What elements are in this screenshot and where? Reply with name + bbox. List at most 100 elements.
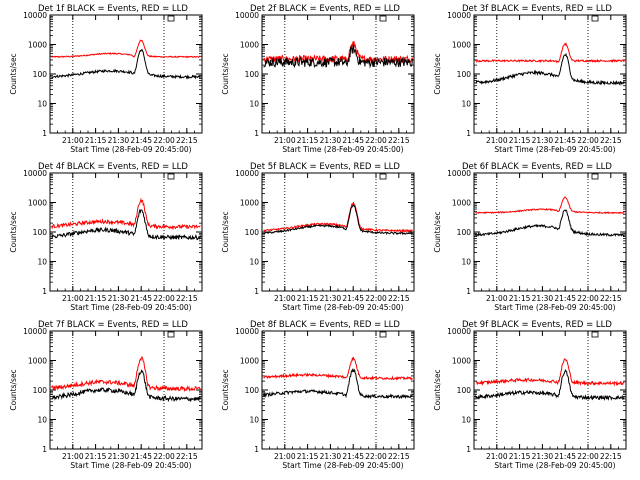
- y-tick-label: 100: [245, 228, 260, 237]
- x-tick-label: 22:00: [577, 452, 599, 461]
- x-tick-label: 21:15: [85, 452, 107, 461]
- y-tick-label: 100: [33, 70, 48, 79]
- series-red-line: [263, 201, 413, 234]
- x-axis-label: Start Time (28-Feb-09 20:45:00): [494, 461, 615, 470]
- x-tick-label: 22:15: [388, 136, 410, 145]
- x-tick-label: 21:30: [320, 452, 342, 461]
- y-tick-label: 1: [254, 287, 259, 296]
- x-tick-label: 21:00: [62, 136, 84, 145]
- series-black-line: [51, 49, 201, 80]
- y-tick-label: 1: [42, 445, 47, 454]
- legend-marker: [379, 173, 387, 180]
- panel-title: Det 6f BLACK = Events, RED = LLD: [462, 162, 612, 172]
- legend-marker: [167, 331, 175, 338]
- x-tick-label: 21:30: [532, 294, 554, 303]
- series-red-line: [475, 42, 625, 64]
- legend-marker: [167, 173, 175, 180]
- legend-marker: [379, 15, 387, 22]
- x-tick-label: 22:00: [365, 294, 387, 303]
- y-tick-label: 10000: [235, 169, 259, 178]
- x-tick-label: 21:00: [62, 452, 84, 461]
- panel-det-6: Det 6f BLACK = Events, RED = LLD 1 10 100 10…: [433, 162, 627, 312]
- x-tick-label: 22:15: [600, 294, 622, 303]
- x-tick-label: 22:00: [153, 452, 175, 461]
- y-tick-label: 1000: [452, 357, 471, 366]
- x-tick-label: 21:00: [486, 452, 508, 461]
- series-black-line: [263, 368, 413, 400]
- series-red-line: [475, 358, 625, 387]
- y-tick-label: 1000: [28, 199, 47, 208]
- x-tick-label: 21:45: [130, 452, 152, 461]
- x-tick-label: 21:30: [108, 452, 130, 461]
- x-tick-label: 21:00: [274, 136, 296, 145]
- x-tick-label: 21:45: [342, 294, 364, 303]
- x-tick-label: 22:15: [388, 294, 410, 303]
- y-tick-label: 100: [457, 70, 472, 79]
- x-tick-label: 22:00: [577, 294, 599, 303]
- plot-frame: [261, 330, 415, 450]
- panel-title: Det 3f BLACK = Events, RED = LLD: [462, 4, 612, 14]
- y-axis-label: Counts/sec: [433, 369, 442, 410]
- x-tick-label: 21:15: [85, 294, 107, 303]
- x-tick-label: 22:15: [600, 452, 622, 461]
- series-red-line: [263, 356, 413, 381]
- panel-det-7: Det 7f BLACK = Events, RED = LLD 1 10 100 10…: [9, 320, 203, 470]
- y-tick-label: 1000: [452, 199, 471, 208]
- legend-marker: [591, 15, 599, 22]
- y-tick-label: 10000: [447, 327, 471, 336]
- x-axis-label: Start Time (28-Feb-09 20:45:00): [282, 145, 403, 154]
- x-tick-label: 21:00: [62, 294, 84, 303]
- panel-title: Det 2f BLACK = Events, RED = LLD: [250, 4, 400, 14]
- panel-det-9: Det 9f BLACK = Events, RED = LLD 1 10 100 10…: [433, 320, 627, 470]
- x-tick-label: 21:45: [554, 294, 576, 303]
- panel-title: Det 7f BLACK = Events, RED = LLD: [38, 320, 188, 330]
- y-axis-label: Counts/sec: [9, 369, 18, 410]
- y-tick-label: 100: [33, 386, 48, 395]
- x-tick-label: 21:30: [320, 294, 342, 303]
- panel-det-8: Det 8f BLACK = Events, RED = LLD 1 10 100 10…: [221, 320, 415, 470]
- y-axis-label: Counts/sec: [221, 53, 230, 94]
- y-tick-label: 10: [461, 100, 471, 109]
- series-black-line: [263, 204, 413, 236]
- y-tick-label: 10: [37, 416, 47, 425]
- y-tick-label: 100: [245, 386, 260, 395]
- y-tick-label: 1000: [240, 357, 259, 366]
- series-black-line: [51, 208, 201, 241]
- x-tick-label: 21:15: [509, 294, 531, 303]
- panel-title: Det 9f BLACK = Events, RED = LLD: [462, 320, 612, 330]
- x-axis-label: Start Time (28-Feb-09 20:45:00): [494, 145, 615, 154]
- y-tick-label: 10000: [447, 11, 471, 20]
- y-tick-label: 10000: [23, 11, 47, 20]
- y-axis-label: Counts/sec: [433, 53, 442, 94]
- y-tick-label: 1: [254, 129, 259, 138]
- y-tick-label: 10: [37, 100, 47, 109]
- legend-marker: [379, 331, 387, 338]
- series-black-line: [475, 52, 625, 87]
- panel-title: Det 4f BLACK = Events, RED = LLD: [38, 162, 188, 172]
- x-axis-label: Start Time (28-Feb-09 20:45:00): [70, 145, 191, 154]
- y-tick-label: 10000: [447, 169, 471, 178]
- y-axis-label: Counts/sec: [221, 369, 230, 410]
- x-tick-label: 22:00: [365, 452, 387, 461]
- x-tick-label: 22:00: [153, 294, 175, 303]
- series-black-line: [475, 368, 625, 401]
- x-tick-label: 21:45: [554, 452, 576, 461]
- plot-frame: [261, 14, 415, 134]
- x-tick-label: 21:30: [108, 136, 130, 145]
- y-tick-label: 10: [37, 258, 47, 267]
- y-tick-label: 1: [466, 445, 471, 454]
- x-tick-label: 21:15: [297, 294, 319, 303]
- panel-title: Det 5f BLACK = Events, RED = LLD: [250, 162, 400, 172]
- y-tick-label: 1000: [452, 41, 471, 50]
- y-tick-label: 10000: [235, 11, 259, 20]
- y-tick-label: 1000: [28, 41, 47, 50]
- x-tick-label: 21:15: [297, 136, 319, 145]
- y-tick-label: 1: [42, 129, 47, 138]
- x-axis-label: Start Time (28-Feb-09 20:45:00): [282, 461, 403, 470]
- series-red-line: [51, 39, 201, 59]
- x-axis-label: Start Time (28-Feb-09 20:45:00): [70, 461, 191, 470]
- x-tick-label: 21:00: [486, 294, 508, 303]
- x-tick-label: 21:30: [532, 136, 554, 145]
- series-black-line: [263, 43, 413, 69]
